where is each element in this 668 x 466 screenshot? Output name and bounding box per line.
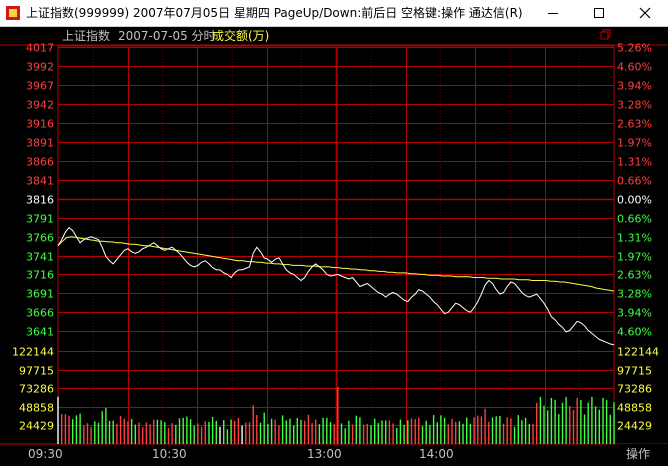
volume-tick-label-right: 97715 — [617, 365, 652, 378]
price-tick-label: 4017 — [26, 42, 54, 55]
price-tick-label: 3816 — [26, 194, 54, 207]
time-label-1400: 14:00 — [419, 447, 454, 461]
window-title: 上证指数(999999) 2007年07月05日 星期四 PageUp/Down… — [26, 6, 523, 20]
date-mode-label: 2007-07-05 分时 — [118, 29, 216, 43]
time-label-1030: 10:30 — [152, 447, 187, 461]
pct-tick-label: 3.28% — [617, 288, 652, 301]
price-tick-label: 3741 — [26, 251, 54, 264]
close-button[interactable] — [622, 0, 668, 26]
volume-tick-label: 122144 — [12, 346, 54, 359]
minimize-button[interactable] — [530, 0, 576, 26]
restore-icon[interactable] — [600, 29, 611, 40]
price-tick-label: 3716 — [26, 269, 54, 282]
operate-button[interactable] — [617, 444, 668, 466]
pct-tick-label: 1.97% — [617, 137, 652, 150]
pct-tick-label: 4.60% — [617, 326, 652, 339]
pct-tick-label: 1.31% — [617, 156, 652, 169]
price-tick-label: 3691 — [26, 288, 54, 301]
average-price-line — [57, 236, 615, 292]
price-tick-label: 3641 — [26, 326, 54, 339]
pct-tick-label: 2.63% — [617, 118, 652, 131]
time-label-1300: 13:00 — [307, 447, 342, 461]
volume-tick-label: 24429 — [19, 420, 54, 433]
volume-unit-label: 成交额(万) — [212, 28, 269, 43]
price-line — [57, 226, 615, 346]
volume-tick-label-right: 24429 — [617, 420, 652, 433]
intraday-chart[interactable]: 4017 5.26% 3992 4.60% 3967 3.94% 3942 3.28% 3916… — [0, 27, 668, 466]
price-tick-label: 3891 — [26, 137, 54, 150]
price-tick-label: 3791 — [26, 213, 54, 226]
price-tick-label: 3967 — [26, 80, 54, 93]
price-tick-label: 3766 — [26, 232, 54, 245]
app-icon — [6, 6, 20, 20]
time-label-0930: 09:30 — [28, 447, 63, 461]
volume-tick-label-right: 122144 — [617, 346, 659, 359]
pct-tick-label: 0.00% — [617, 194, 652, 207]
volume-tick-label: 97715 — [19, 365, 54, 378]
volume-tick-label-right: 48858 — [617, 402, 652, 415]
price-tick-label: 3866 — [26, 156, 54, 169]
volume-tick-label: 48858 — [19, 402, 54, 415]
pct-tick-label: 5.26% — [617, 42, 652, 55]
price-tick-label: 3992 — [26, 61, 54, 74]
pct-tick-label: 0.66% — [617, 213, 652, 226]
price-tick-label: 3841 — [26, 175, 54, 188]
pct-tick-label: 2.63% — [617, 269, 652, 282]
price-tick-label: 3916 — [26, 118, 54, 131]
pct-tick-label: 0.66% — [617, 175, 652, 188]
volume-tick-label: 73286 — [19, 383, 54, 396]
pct-tick-label: 3.94% — [617, 80, 652, 93]
operate-label: 操作 — [626, 446, 650, 461]
pct-tick-label: 4.60% — [617, 61, 652, 74]
minimize-icon — [548, 13, 558, 14]
maximize-icon — [594, 8, 604, 18]
pct-tick-label: 3.28% — [617, 99, 652, 112]
price-tick-label: 3666 — [26, 307, 54, 320]
pct-tick-label: 3.94% — [617, 307, 652, 320]
pct-tick-label: 1.97% — [617, 251, 652, 264]
index-name-label: 上证指数 — [62, 28, 110, 43]
price-tick-label: 3942 — [26, 99, 54, 112]
volume-tick-label-right: 73286 — [617, 383, 652, 396]
pct-tick-label: 1.31% — [617, 232, 652, 245]
close-icon — [639, 7, 651, 19]
title-bar[interactable]: 上证指数(999999) 2007年07月05日 星期四 PageUp/Down… — [0, 0, 668, 27]
maximize-button[interactable] — [576, 0, 622, 26]
